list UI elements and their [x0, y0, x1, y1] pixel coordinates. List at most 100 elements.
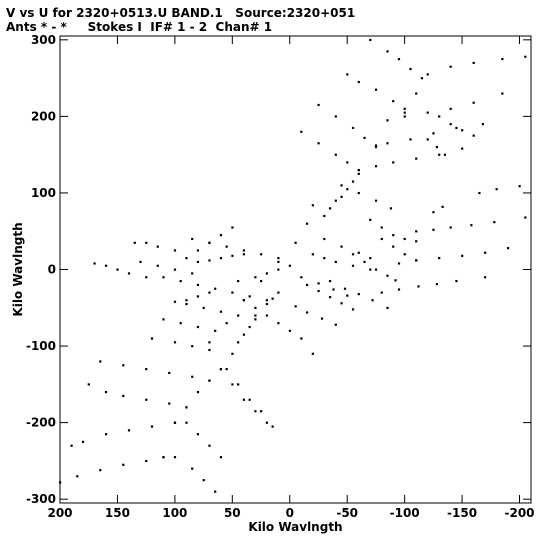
data-point: [173, 341, 177, 344]
data-point: [392, 161, 395, 164]
data-point: [340, 245, 343, 248]
data-point: [231, 291, 234, 294]
data-point: [156, 245, 159, 248]
data-point: [225, 368, 228, 371]
data-point: [81, 440, 85, 443]
data-point: [196, 283, 200, 287]
data-point: [248, 325, 251, 329]
y-axis-label: Kilo Wavlngth: [11, 222, 25, 316]
data-point: [237, 383, 240, 386]
data-point: [231, 254, 234, 257]
chart-title-line-1: V vs U for 2320+0513.U BAND.1 Source:232…: [6, 6, 356, 20]
y-tick-label: 100: [31, 186, 56, 200]
data-point: [248, 295, 251, 298]
data-point: [311, 253, 314, 256]
data-point: [254, 410, 257, 413]
data-point: [328, 279, 332, 283]
data-point: [386, 274, 389, 277]
data-point: [179, 279, 182, 283]
data-point: [156, 264, 159, 267]
data-point: [371, 299, 374, 302]
data-point: [351, 253, 355, 256]
data-point: [472, 61, 475, 64]
data-point: [417, 285, 420, 288]
data-point: [426, 111, 429, 114]
data-point: [277, 260, 280, 264]
data-point: [461, 147, 464, 150]
data-point: [449, 226, 452, 229]
data-point: [357, 292, 360, 296]
data-point: [305, 283, 309, 287]
data-point: [340, 184, 343, 187]
x-axis-label: Kilo Wavlngth: [248, 520, 342, 534]
data-point: [435, 146, 438, 149]
data-point: [265, 299, 268, 302]
data-point: [277, 291, 280, 294]
data-point: [461, 129, 464, 132]
data-point: [409, 138, 412, 141]
data-point: [196, 260, 200, 264]
data-point: [150, 425, 154, 428]
data-point: [351, 264, 355, 267]
data-point: [294, 305, 297, 308]
data-point: [173, 300, 177, 303]
data-point: [311, 352, 314, 355]
data-point: [254, 314, 257, 317]
data-point: [380, 291, 383, 294]
data-point: [472, 134, 475, 137]
data-point: [168, 402, 171, 405]
data-point: [397, 262, 401, 265]
data-point: [346, 161, 349, 164]
data-points: [59, 38, 527, 493]
data-point: [191, 375, 194, 378]
data-point: [443, 153, 447, 156]
data-point: [294, 241, 297, 244]
data-point: [397, 57, 401, 61]
data-point: [242, 299, 246, 302]
data-point: [300, 276, 303, 279]
y-tick-label: 0: [48, 263, 56, 277]
y-tick-label: 200: [31, 109, 56, 123]
data-point: [265, 421, 268, 424]
data-point: [208, 341, 211, 344]
data-point: [225, 245, 228, 248]
data-point: [403, 115, 406, 118]
data-point: [122, 364, 125, 367]
data-point: [208, 348, 211, 352]
data-point: [104, 433, 108, 436]
data-point: [386, 50, 389, 53]
data-point: [185, 302, 188, 306]
data-point: [214, 329, 217, 332]
chart-title-line-2: Ants * - * Stokes I IF# 1 - 2 Chan# 1: [6, 20, 273, 34]
x-tick-label: 50: [224, 506, 241, 520]
data-point: [403, 237, 406, 241]
data-point: [386, 142, 389, 145]
data-point: [185, 299, 188, 302]
data-point: [392, 234, 395, 237]
data-point: [340, 195, 343, 198]
data-point: [265, 314, 268, 317]
data-point: [196, 295, 200, 298]
data-point: [346, 294, 349, 297]
data-point: [449, 123, 452, 126]
data-point: [173, 268, 177, 271]
data-point: [328, 296, 332, 299]
data-point: [346, 73, 349, 76]
data-point: [455, 126, 458, 130]
data-point: [351, 126, 355, 130]
data-point: [99, 469, 102, 472]
data-point: [133, 241, 136, 244]
data-point: [374, 199, 378, 202]
data-point: [116, 268, 119, 271]
data-point: [507, 247, 510, 250]
data-point: [518, 185, 521, 188]
y-tick-label: 300: [31, 33, 56, 47]
data-point: [196, 325, 200, 329]
data-point: [317, 103, 320, 107]
data-point: [374, 268, 378, 271]
data-point: [93, 262, 96, 265]
data-point: [374, 146, 378, 149]
x-tick-label: -200: [504, 506, 534, 520]
data-point: [277, 322, 280, 325]
data-point: [99, 360, 102, 363]
